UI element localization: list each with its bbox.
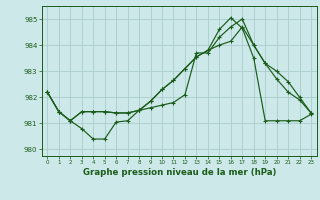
X-axis label: Graphe pression niveau de la mer (hPa): Graphe pression niveau de la mer (hPa) bbox=[83, 168, 276, 177]
